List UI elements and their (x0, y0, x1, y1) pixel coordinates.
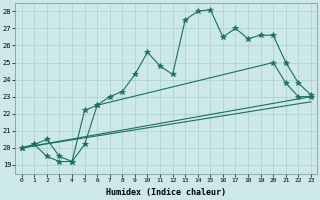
X-axis label: Humidex (Indice chaleur): Humidex (Indice chaleur) (106, 188, 226, 197)
